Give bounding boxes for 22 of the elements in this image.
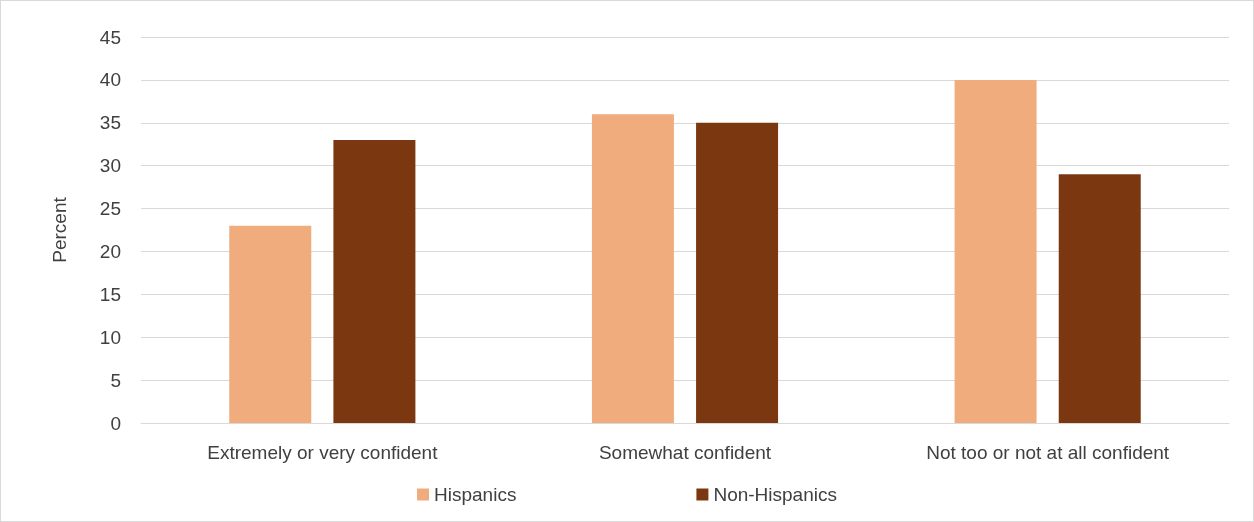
- y-tick-label: 25: [99, 198, 121, 220]
- bar: [333, 139, 416, 423]
- y-tick-label: 45: [99, 26, 121, 48]
- x-tick-label: Not too or not at all confident: [926, 442, 1170, 463]
- y-axis-title: Percent: [49, 196, 70, 263]
- x-tick-label: Extremely or very confident: [207, 442, 439, 463]
- bar: [1058, 174, 1141, 423]
- y-tick-label: 35: [99, 112, 121, 134]
- bar: [696, 122, 779, 423]
- bar: [954, 79, 1037, 423]
- y-tick-label: 30: [99, 155, 121, 177]
- y-tick-label: 10: [99, 326, 121, 348]
- y-tick-label: 0: [110, 412, 121, 434]
- y-tick-label: 20: [99, 240, 121, 262]
- y-tick-label: 15: [99, 283, 121, 305]
- y-tick-label: 5: [110, 369, 121, 391]
- legend-label: Hispanics: [434, 484, 517, 505]
- bar: [591, 114, 674, 423]
- bar: [229, 225, 312, 423]
- legend-label: Non-Hispanics: [713, 484, 837, 505]
- x-tick-label: Somewhat confident: [598, 442, 772, 463]
- y-tick-label: 40: [99, 69, 121, 91]
